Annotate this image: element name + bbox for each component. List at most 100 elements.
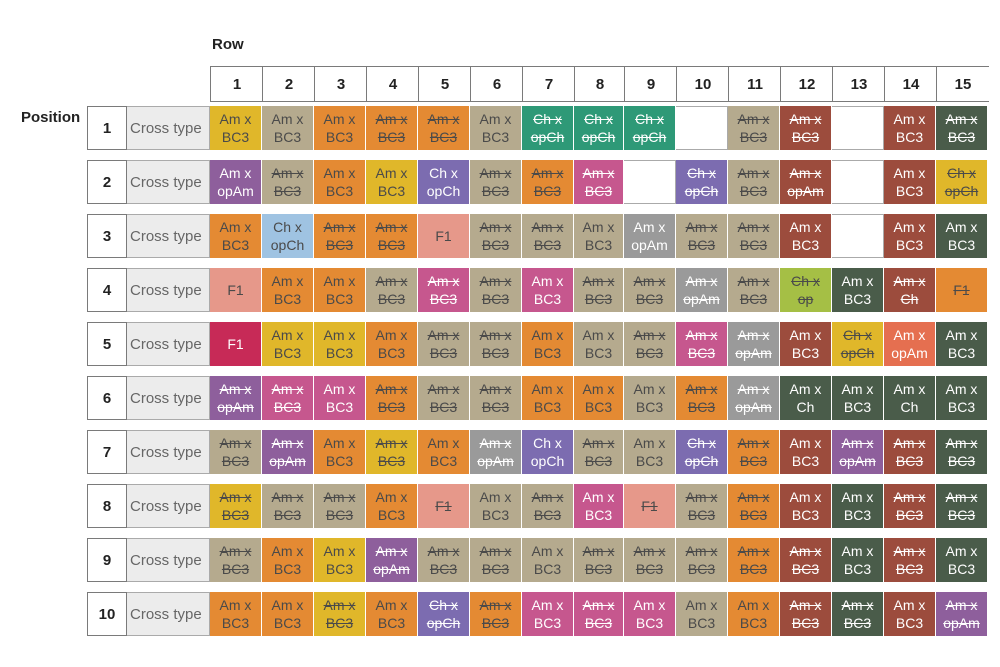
cross-type-label: Cross type — [127, 376, 210, 420]
position-number: 6 — [87, 376, 127, 420]
grid-cell: F1 — [210, 322, 262, 366]
grid-cell — [832, 214, 884, 258]
grid-cell: Am x opAm — [470, 430, 522, 474]
column-header-6: 6 — [470, 66, 523, 102]
column-header-11: 11 — [728, 66, 781, 102]
grid-cell: Am x BC3 — [522, 592, 574, 636]
grid-cell: Am x BC3 — [366, 484, 418, 528]
grid-cell: Am x BC3 — [366, 430, 418, 474]
grid-cell: Am x BC3 — [418, 538, 470, 582]
grid-cell: Am x BC3 — [470, 214, 522, 258]
grid-cell: Am x BC3 — [522, 538, 574, 582]
grid-cell: Ch x opCh — [676, 160, 728, 204]
position-number: 9 — [87, 538, 127, 582]
grid-cell: Am x BC3 — [314, 268, 366, 312]
position-number: 3 — [87, 214, 127, 258]
grid-cell: Am x BC3 — [314, 430, 366, 474]
grid-cell: Am x BC3 — [522, 322, 574, 366]
grid-cell: Am x BC3 — [936, 484, 988, 528]
grid-cell: Am x BC3 — [366, 268, 418, 312]
grid-cell: Am x Ch — [884, 268, 936, 312]
grid-cell: Am x BC3 — [522, 376, 574, 420]
grid-cell: Ch x opCh — [624, 106, 676, 150]
grid-cell: Am x BC3 — [470, 376, 522, 420]
position-number: 10 — [87, 592, 127, 636]
cross-type-label: Cross type — [127, 268, 210, 312]
grid-cell: Am x BC3 — [936, 106, 988, 150]
grid-cell: Am x BC3 — [366, 214, 418, 258]
grid-cell: Am x BC3 — [728, 592, 780, 636]
grid-row-6: 6 Cross type Am x opAm Am x BC3 Am x BC3 Am x… — [87, 376, 1000, 422]
grid-cell: Am x BC3 — [728, 268, 780, 312]
column-header-12: 12 — [780, 66, 833, 102]
grid-cell: Am x BC3 — [624, 376, 676, 420]
grid-cell: Am x BC3 — [366, 376, 418, 420]
grid-cell — [624, 160, 676, 204]
grid-cell: Am x opAm — [884, 322, 936, 366]
grid-cell: Am x BC3 — [780, 592, 832, 636]
grid-cell: Am x BC3 — [832, 376, 884, 420]
grid-cell: Am x BC3 — [936, 214, 988, 258]
grid-cell: Am x BC3 — [314, 160, 366, 204]
grid-cell: Am x BC3 — [728, 430, 780, 474]
grid-cell: Am x opAm — [676, 268, 728, 312]
cross-type-label: Cross type — [127, 106, 210, 150]
grid-cell: Am x BC3 — [780, 430, 832, 474]
grid-cell: Am x BC3 — [574, 376, 624, 420]
grid-cell: Am x BC3 — [728, 106, 780, 150]
grid-cell: F1 — [936, 268, 988, 312]
grid-cell: Am x BC3 — [210, 592, 262, 636]
grid-cell: Am x Ch — [884, 376, 936, 420]
grid-cell: Am x BC3 — [262, 538, 314, 582]
grid-cell: Am x BC3 — [210, 430, 262, 474]
grid-cell: Am x BC3 — [262, 592, 314, 636]
grid-cell: Am x BC3 — [314, 322, 366, 366]
grid-cell: Am x BC3 — [418, 376, 470, 420]
grid-cell: Am x BC3 — [936, 376, 988, 420]
column-header-10: 10 — [676, 66, 729, 102]
grid-cell: Am x opAm — [728, 322, 780, 366]
grid-cell: Am x BC3 — [470, 106, 522, 150]
grid-cell: Am x BC3 — [262, 268, 314, 312]
grid-cell: Am x opAm — [780, 160, 832, 204]
grid-row-9: 9 Cross type Am x BC3 Am x BC3 Am x BC3 Am x … — [87, 538, 1000, 584]
grid-cell: Am x BC3 — [366, 106, 418, 150]
grid-row-7: 7 Cross type Am x BC3 Am x opAm Am x BC3 Am x… — [87, 430, 1000, 476]
grid-cell: Ch x opCh — [418, 160, 470, 204]
cross-type-label: Cross type — [127, 538, 210, 582]
column-header-9: 9 — [624, 66, 677, 102]
grid-cell: Ch x opCh — [676, 430, 728, 474]
grid-cell: Am x BC3 — [522, 268, 574, 312]
grid-cell: Am x BC3 — [470, 538, 522, 582]
grid-cell: Am x BC3 — [676, 538, 728, 582]
grid-cell: Ch x opCh — [522, 430, 574, 474]
grid-cell: Am x BC3 — [676, 484, 728, 528]
column-header-2: 2 — [262, 66, 315, 102]
grid-cell: Am x BC3 — [522, 160, 574, 204]
grid-cell: Am x opAm — [262, 430, 314, 474]
cross-type-label: Cross type — [127, 484, 210, 528]
grid-cell: Am x BC3 — [314, 106, 366, 150]
grid-row-4: 4 Cross type F1 Am x BC3 Am x BC3 Am x BC3 Am … — [87, 268, 1000, 314]
grid-cell: Am x BC3 — [366, 322, 418, 366]
grid-cell: Am x BC3 — [728, 484, 780, 528]
column-header-1: 1 — [210, 66, 263, 102]
grid-row-10: 10 Cross type Am x BC3 Am x BC3 Am x BC3 Am x… — [87, 592, 1000, 638]
grid-cell: Am x BC3 — [780, 106, 832, 150]
grid-cell: Am x opAm — [210, 376, 262, 420]
grid-cell: Am x Ch — [780, 376, 832, 420]
grid-cell: Am x BC3 — [728, 160, 780, 204]
grid-cell — [676, 106, 728, 150]
column-header-14: 14 — [884, 66, 937, 102]
grid-cell: Am x BC3 — [210, 538, 262, 582]
grid-cell: F1 — [418, 214, 470, 258]
grid-cell: Am x BC3 — [676, 214, 728, 258]
cross-type-label: Cross type — [127, 160, 210, 204]
grid-cell: Am x BC3 — [884, 538, 936, 582]
position-number: 4 — [87, 268, 127, 312]
position-number: 7 — [87, 430, 127, 474]
grid-cell: Am x BC3 — [728, 538, 780, 582]
grid-cell: Am x BC3 — [624, 268, 676, 312]
position-number: 2 — [87, 160, 127, 204]
grid-cell: Am x BC3 — [418, 430, 470, 474]
